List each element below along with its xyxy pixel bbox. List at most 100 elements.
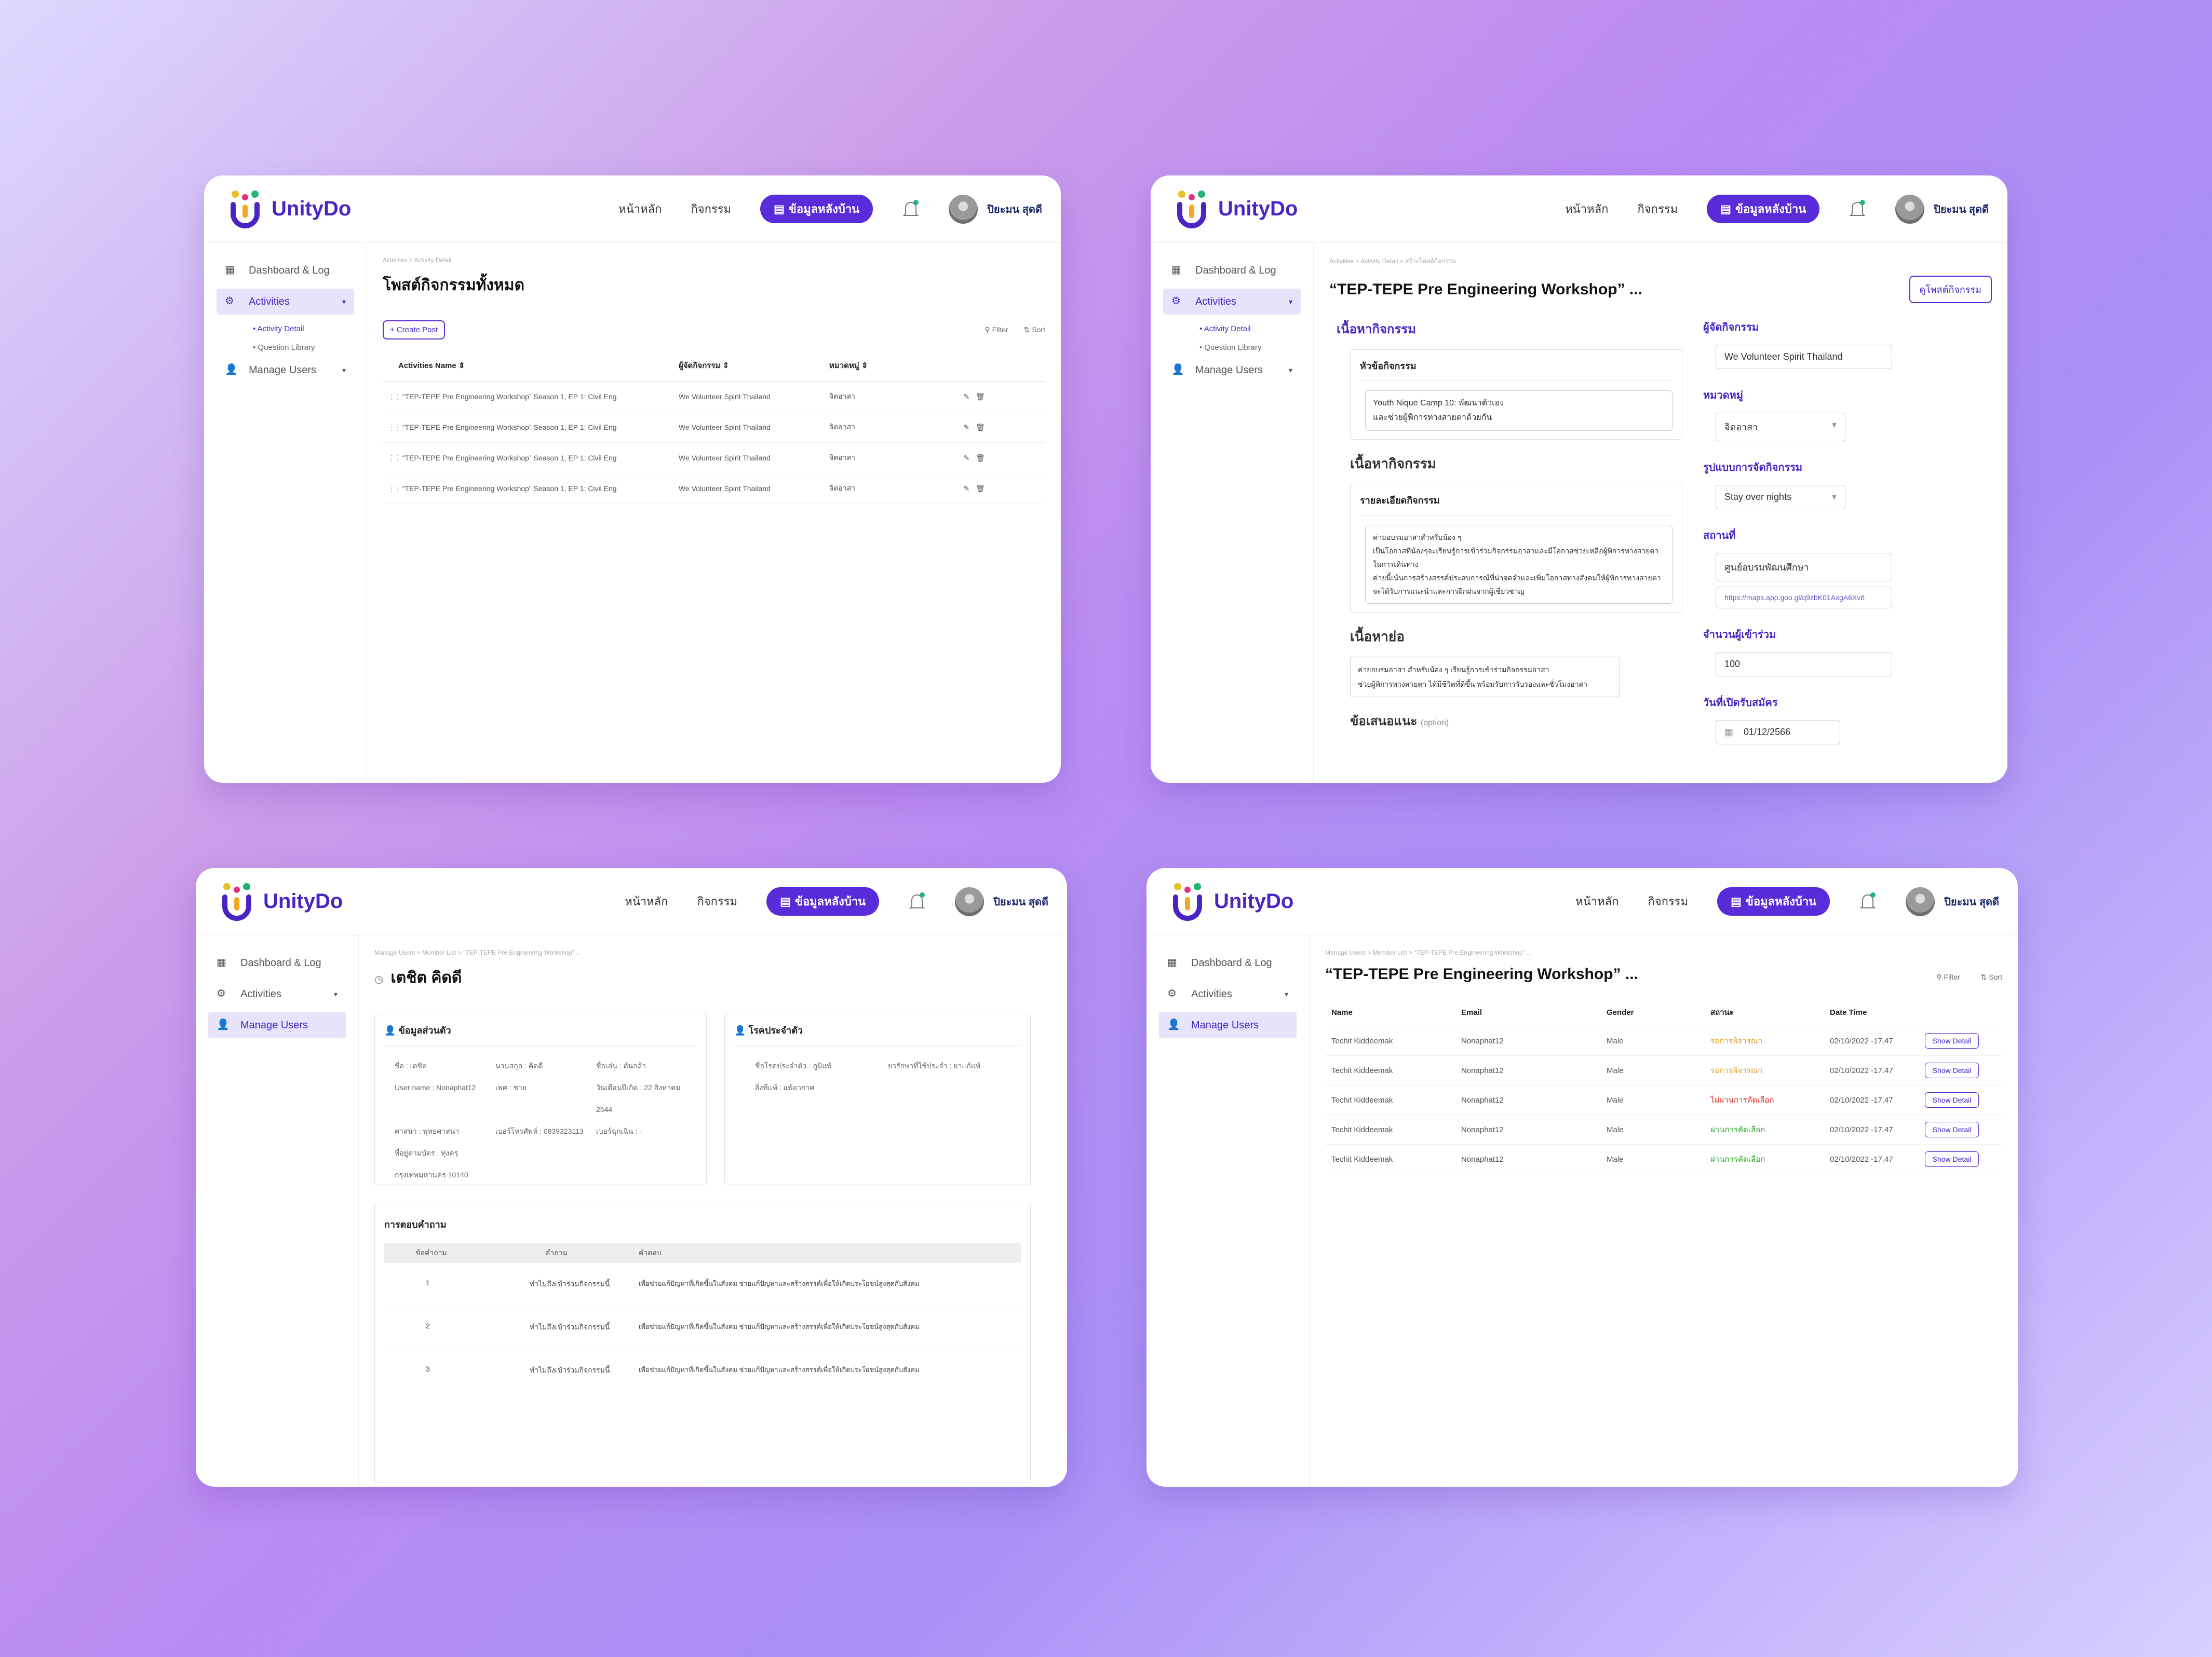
sidebar-item-dashboard[interactable]: ▦ Dashboard & Log xyxy=(1159,950,1297,976)
user-gear-icon: 👤 xyxy=(217,1019,230,1030)
document-icon: ▤ xyxy=(780,894,791,908)
organizer-field[interactable]: We Volunteer Spirit Thailand xyxy=(1716,345,1892,369)
sidebar: ▦ Dashboard & Log ⚙ Activities ▾ • Activity… xyxy=(1151,243,1314,783)
trash-icon[interactable]: 🗑 xyxy=(975,423,985,431)
count-field[interactable]: 100 xyxy=(1716,652,1892,676)
nav-home[interactable]: หน้าหลัก xyxy=(625,895,668,908)
sidebar-item-dashboard[interactable]: ▦ Dashboard & Log xyxy=(1163,257,1301,283)
topic-textarea[interactable]: Youth Nique Camp 10: พัฒนาตัวเอง และช่วย… xyxy=(1365,390,1673,431)
table-row[interactable]: ⋮⋮ “TEP-TEPE Pre Engineering Workshop” S… xyxy=(383,442,1045,473)
unitydo-logo-icon xyxy=(231,190,260,228)
show-detail-button[interactable]: Show Detail xyxy=(1924,1062,1979,1078)
grid-icon: ▦ xyxy=(225,264,235,276)
format-select[interactable]: Stay over nights ▾ xyxy=(1716,485,1845,509)
user-menu[interactable]: ปิยะมน สุดดี xyxy=(955,887,1048,916)
nav-activities[interactable]: กิจกรรม xyxy=(691,202,732,215)
sidebar-sub-activity-detail[interactable]: • Activity Detail xyxy=(1199,324,1251,333)
col-category[interactable]: หมวดหมู่ ⇕ xyxy=(824,350,959,382)
organizer: We Volunteer Spirit Thailand xyxy=(673,381,824,412)
screen-member-list: UnityDo หน้าหลัก กิจกรรม ▤ ข้อมูลหลังบ้าน… xyxy=(1147,868,2018,1487)
create-post-button[interactable]: + Create Post xyxy=(383,320,446,339)
personal-field: เพศ : ชาย xyxy=(495,1083,527,1092)
user-menu[interactable]: ปิยะมน สุดดี xyxy=(1906,887,1999,916)
summary-textarea[interactable]: ค่ายอบรมอาสา สำหรับน้อง ๆ เรียนรู้การเข้… xyxy=(1350,657,1620,697)
sidebar-item-manage-users[interactable]: 👤 Manage Users xyxy=(208,1012,346,1038)
sort-button[interactable]: ⇅ Sort xyxy=(1980,972,2002,981)
sidebar-item-activities[interactable]: ⚙ Activities ▾ xyxy=(1159,981,1297,1007)
member-table: Name Email Gender สถานะ Date Time Techit Kid… xyxy=(1325,999,2002,1174)
caret-down-icon: ▾ xyxy=(1284,989,1288,998)
detail-textarea[interactable]: ค่ายอบรมอาสาสำหรับน้อง ๆ เป็นโอกาสที่น้อ… xyxy=(1365,525,1673,604)
bell-icon[interactable] xyxy=(1849,199,1866,219)
filter-button[interactable]: ⚲ Filter xyxy=(984,325,1008,334)
sidebar-item-manage-users[interactable]: 👤 Manage Users ▾ xyxy=(217,357,354,383)
logo[interactable]: UnityDo xyxy=(229,190,351,228)
table-row[interactable]: ⋮⋮ “TEP-TEPE Pre Engineering Workshop” S… xyxy=(383,381,1045,412)
activities-table: Activities Name ⇕ ผู้จัดกิจกรรม ⇕ หมวดหมู่… xyxy=(383,350,1045,504)
nav-backend-button[interactable]: ▤ ข้อมูลหลังบ้าน xyxy=(766,887,880,916)
table-row[interactable]: ⋮⋮ “TEP-TEPE Pre Engineering Workshop” S… xyxy=(383,412,1045,443)
map-link-field[interactable]: https://maps.app.goo.gl/q9zbK01AxgA6Xv8 xyxy=(1716,587,1892,608)
user-menu[interactable]: ปิยะมน สุดดี xyxy=(949,194,1042,224)
edit-icon[interactable]: ✎ xyxy=(963,423,970,431)
nav-backend-button[interactable]: ▤ ข้อมูลหลังบ้าน xyxy=(760,195,873,223)
sidebar-sub-activity-detail[interactable]: • Activity Detail xyxy=(253,324,304,333)
drag-handle-icon: ⋮⋮ xyxy=(388,484,401,493)
nav-home[interactable]: หน้าหลัก xyxy=(1575,895,1619,908)
sidebar-sub-question-library[interactable]: • Question Library xyxy=(253,343,315,352)
page-title: “TEP-TEPE Pre Engineering Workshop” ... xyxy=(1325,966,1638,983)
trash-icon[interactable]: 🗑 xyxy=(975,453,985,462)
nav-activities[interactable]: กิจกรรม xyxy=(1648,895,1689,908)
document-icon: ▤ xyxy=(1720,202,1731,215)
place-field[interactable]: ศูนย์อบรมพัฒนศึกษา xyxy=(1716,553,1892,581)
gear-icon: ⚙ xyxy=(217,988,226,999)
filter-button[interactable]: ⚲ Filter xyxy=(1936,972,1960,981)
trash-icon[interactable]: 🗑 xyxy=(975,484,985,493)
edit-icon[interactable]: ✎ xyxy=(963,392,970,401)
logo[interactable]: UnityDo xyxy=(1171,882,1293,921)
content-subtitle: เนื้อหากิจกรรม xyxy=(1350,456,1436,471)
sidebar-item-manage-users[interactable]: 👤 Manage Users ▾ xyxy=(1163,357,1301,383)
show-detail-button[interactable]: Show Detail xyxy=(1924,1151,1979,1167)
nav-home[interactable]: หน้าหลัก xyxy=(618,202,662,215)
edit-icon[interactable]: ✎ xyxy=(963,453,970,462)
col-activities-name[interactable]: Activities Name ⇕ xyxy=(383,350,673,382)
member-email: Nonaphat12 xyxy=(1455,1055,1600,1085)
trash-icon[interactable]: 🗑 xyxy=(975,392,985,401)
nav-backend-button[interactable]: ▤ ข้อมูลหลังบ้าน xyxy=(1707,195,1820,223)
show-detail-button[interactable]: Show Detail xyxy=(1924,1033,1979,1049)
show-detail-button[interactable]: Show Detail xyxy=(1924,1092,1979,1108)
table-row[interactable]: ⋮⋮ “TEP-TEPE Pre Engineering Workshop” S… xyxy=(383,473,1045,504)
logo[interactable]: UnityDo xyxy=(221,882,343,921)
sidebar-item-activities[interactable]: ⚙ Activities ▾ xyxy=(208,981,346,1007)
col-organizer[interactable]: ผู้จัดกิจกรรม ⇕ xyxy=(673,350,824,382)
nav-activities[interactable]: กิจกรรม xyxy=(1637,202,1678,215)
person-icon: 👤 xyxy=(734,1025,746,1036)
nav-home[interactable]: หน้าหลัก xyxy=(1565,202,1609,215)
edit-icon[interactable]: ✎ xyxy=(963,484,970,493)
table-row: Techit Kiddeemak Nonaphat12 Male ไม่ผ่านการ… xyxy=(1325,1085,2002,1115)
sidebar-item-manage-users[interactable]: 👤 Manage Users xyxy=(1159,1012,1297,1038)
bell-icon[interactable] xyxy=(908,892,926,912)
open-date-field[interactable]: ▦ 01/12/2566 xyxy=(1716,720,1840,744)
nav-activities[interactable]: กิจกรรม xyxy=(697,895,738,908)
logo[interactable]: UnityDo xyxy=(1176,190,1298,228)
category: จิตอาสา xyxy=(824,381,959,412)
sidebar-item-activities[interactable]: ⚙ Activities ▾ xyxy=(1163,289,1301,315)
nav-backend-button[interactable]: ▤ ข้อมูลหลังบ้าน xyxy=(1717,887,1830,916)
bell-icon[interactable] xyxy=(902,199,920,219)
sidebar-item-activities[interactable]: ⚙ Activities ▾ xyxy=(217,289,354,315)
count-label: จำนวนผู้เข้าร่วม xyxy=(1703,629,1776,641)
screen-member-detail: UnityDo หน้าหลัก กิจกรรม ▤ ข้อมูลหลังบ้าน… xyxy=(196,868,1067,1487)
sidebar-item-dashboard[interactable]: ▦ Dashboard & Log xyxy=(208,950,346,976)
user-menu[interactable]: ปิยะมน สุดดี xyxy=(1895,194,1989,224)
drag-handle-icon: ⋮⋮ xyxy=(388,392,401,401)
show-detail-button[interactable]: Show Detail xyxy=(1924,1121,1979,1137)
category-select[interactable]: จิตอาสา ▾ xyxy=(1716,413,1845,441)
bell-icon[interactable] xyxy=(1859,892,1877,912)
sidebar-item-dashboard[interactable]: ▦ Dashboard & Log xyxy=(217,257,354,283)
view-post-button[interactable]: ดูโพสต์กิจกรรม xyxy=(1909,276,1992,303)
sort-button[interactable]: ⇅ Sort xyxy=(1023,325,1045,334)
sidebar-sub-question-library[interactable]: • Question Library xyxy=(1199,343,1262,352)
back-icon[interactable]: ◷ xyxy=(374,974,384,985)
